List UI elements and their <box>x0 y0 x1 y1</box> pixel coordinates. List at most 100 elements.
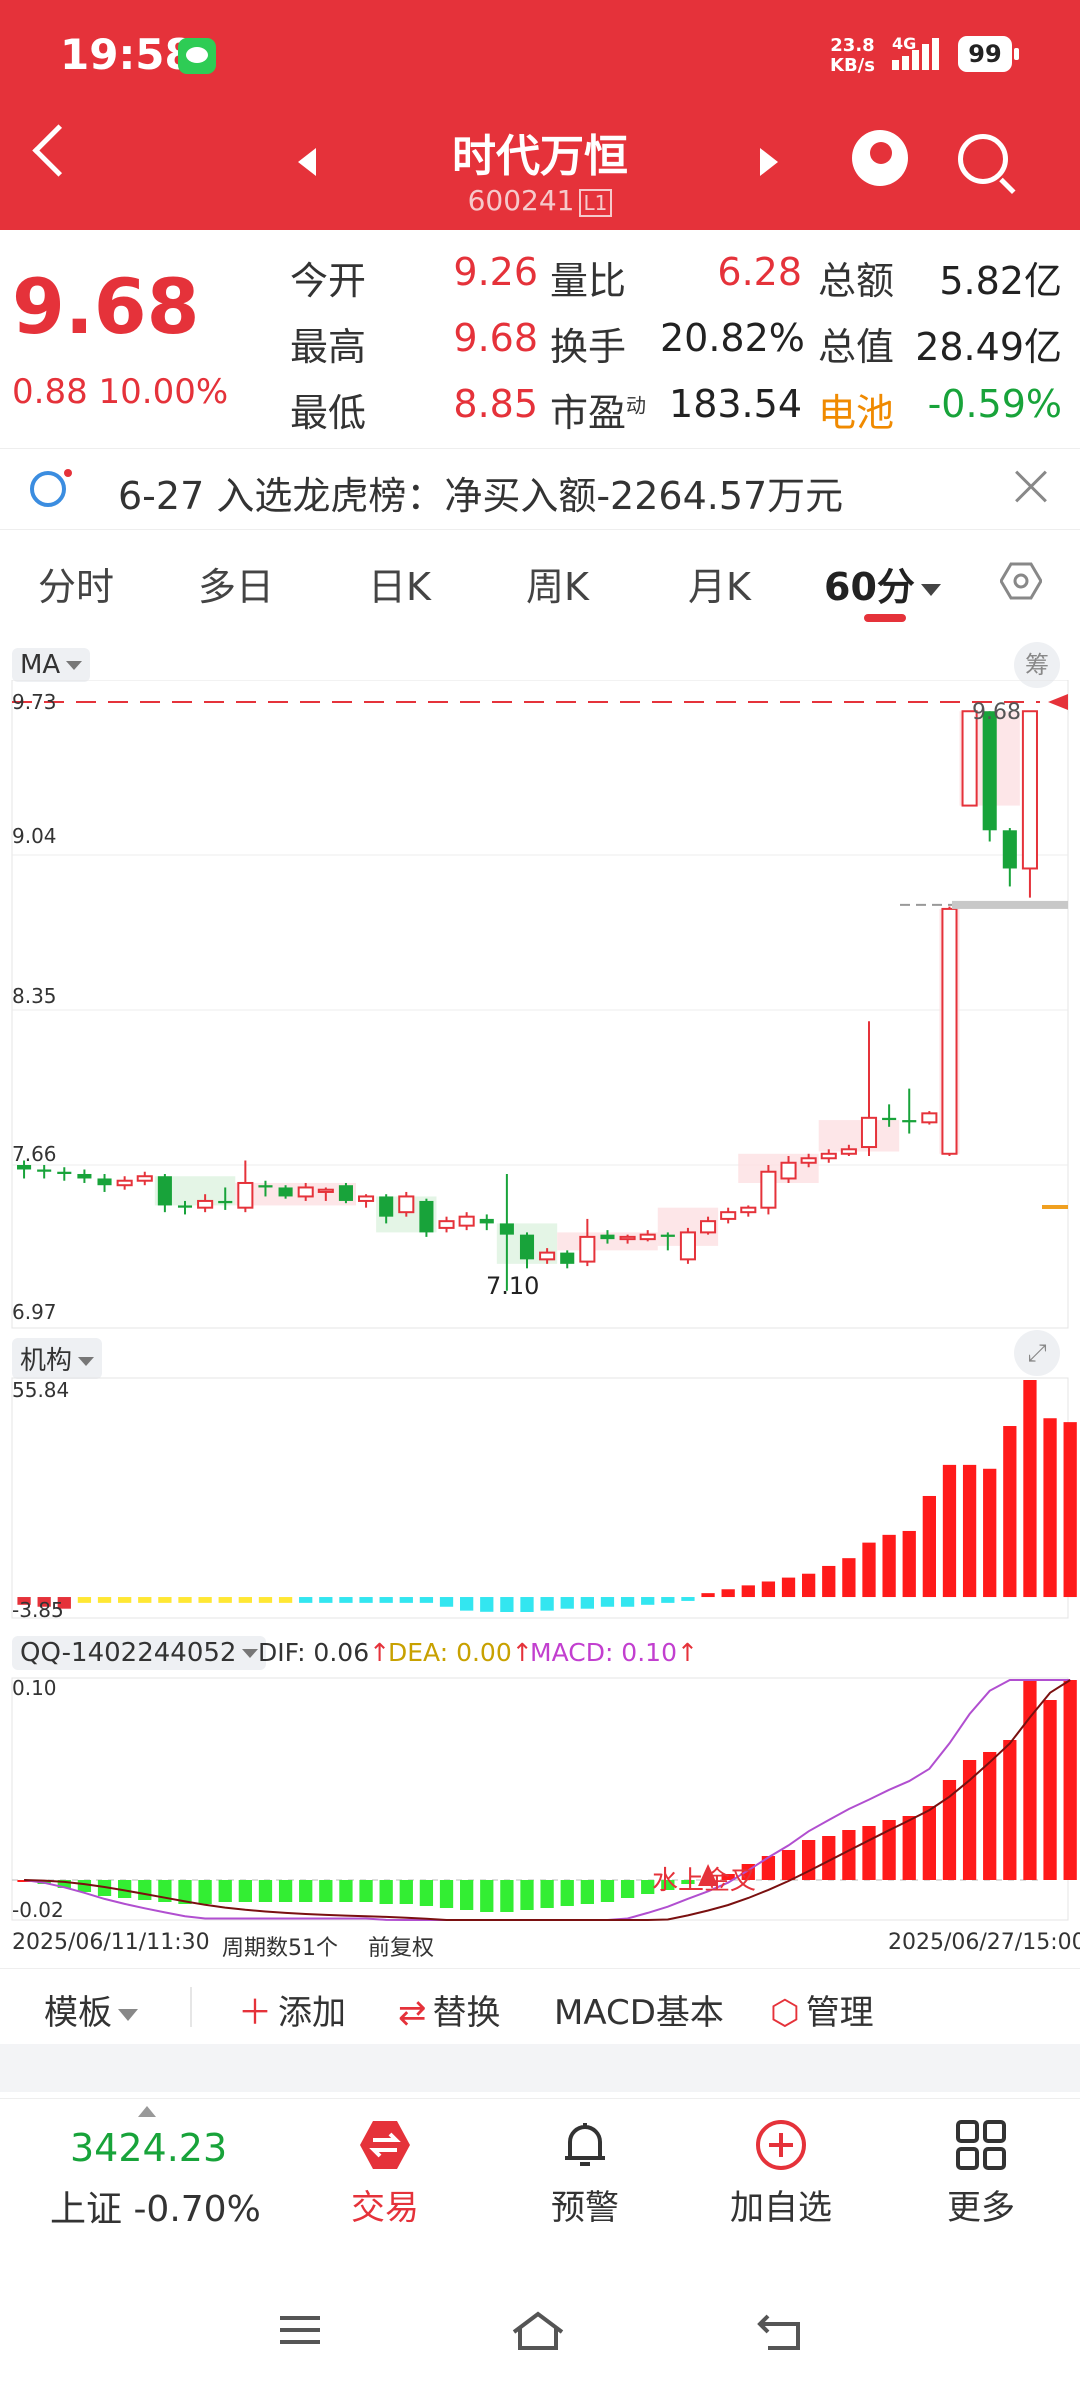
macd-basic-button[interactable]: MACD基本 <box>554 1993 724 2033</box>
template-button[interactable]: 模板 <box>44 1985 138 2034</box>
tab-weekly-k[interactable]: 周K <box>526 565 589 609</box>
high-price-label: 9.68 <box>972 700 1021 725</box>
macd-legend: MACD: 0.10↑ <box>530 1638 698 1667</box>
macd-bar <box>781 1850 796 1880</box>
tab-monthly-k[interactable]: 月K <box>688 565 751 609</box>
expand-icon[interactable]: ⤢ <box>1014 1330 1060 1376</box>
candle-body <box>1021 710 1038 870</box>
current-price: 9.68 <box>12 262 200 351</box>
jigou-bar <box>57 1597 71 1609</box>
prev-stock-icon[interactable] <box>298 148 316 176</box>
candle-body <box>77 1173 92 1179</box>
candle-body <box>479 1218 494 1224</box>
nav-alert[interactable]: 预警 <box>551 2188 619 2228</box>
back-icon[interactable] <box>754 2310 806 2354</box>
next-stock-icon[interactable] <box>760 148 778 176</box>
candle-body <box>398 1195 415 1214</box>
tab-intraday[interactable]: 分时 <box>38 565 115 609</box>
replace-indicator-button[interactable]: ⇄ 替换 <box>398 1993 501 2033</box>
jigou-bar <box>258 1597 273 1603</box>
home-icon[interactable] <box>508 2310 568 2354</box>
jigou-bar <box>77 1597 92 1603</box>
macd-y-min: -0.02 <box>12 1898 64 1922</box>
jigou-bar <box>178 1597 192 1603</box>
low-price-label: 7.10 <box>486 1272 540 1300</box>
add-indicator-button[interactable]: ＋添加 <box>238 1993 346 2033</box>
candle-body <box>780 1161 797 1180</box>
side-marker <box>1042 1205 1068 1209</box>
candle-body <box>800 1157 817 1164</box>
candle-body <box>157 1176 172 1206</box>
nav-trade[interactable]: 交易 <box>351 2188 419 2228</box>
macd-bar <box>620 1880 635 1898</box>
bell-icon[interactable] <box>558 2118 612 2172</box>
jigou-bar <box>339 1597 353 1603</box>
jigou-bar <box>862 1542 876 1598</box>
jigou-bar <box>158 1597 172 1603</box>
tab-daily-k[interactable]: 日K <box>368 565 431 609</box>
support-bar <box>952 900 1068 909</box>
nav-add-watchlist[interactable]: 加自选 <box>730 2188 832 2228</box>
value-open: 9.26 <box>453 250 538 294</box>
macd-bar <box>641 1880 655 1894</box>
stock-name: 时代万恒 <box>452 131 628 182</box>
settings-hexagon-icon[interactable] <box>1000 560 1042 602</box>
index-value[interactable]: 3424.23 <box>70 2126 228 2170</box>
news-bar[interactable]: 6-27 入选龙虎榜：净买入额-2264.57万元 <box>0 448 1080 530</box>
label-market-cap: 总值 <box>818 325 895 369</box>
manage-button[interactable]: ⬡ 管理 <box>770 1993 874 2033</box>
back-arrow-icon[interactable] <box>32 124 85 177</box>
candle-body <box>720 1211 737 1220</box>
close-icon[interactable] <box>1010 467 1050 507</box>
period-count: 周期数51个 <box>222 1936 338 1961</box>
tab-multi-day[interactable]: 多日 <box>198 565 275 609</box>
active-tab-indicator <box>864 614 906 622</box>
search-icon[interactable] <box>958 134 1008 184</box>
jigou-bar <box>822 1565 836 1598</box>
candle-body <box>438 1220 455 1229</box>
jigou-bar <box>138 1597 152 1603</box>
candle-body <box>297 1186 314 1198</box>
chart-border <box>11 680 1069 1329</box>
macd-bar <box>661 1880 675 1890</box>
jigou-bar <box>962 1464 977 1598</box>
candle-body <box>760 1170 777 1209</box>
candle-body <box>116 1179 133 1187</box>
replace-icon: ⇄ <box>398 1993 427 2033</box>
candle-body <box>679 1231 696 1261</box>
macd-bar <box>480 1880 494 1912</box>
jigou-bar <box>399 1597 413 1603</box>
news-text[interactable]: 6-27 入选龙虎榜：净买入额-2264.57万元 <box>118 474 844 518</box>
label-pe: 市盈动 <box>550 391 647 435</box>
candle-body <box>258 1185 273 1188</box>
macd-bar <box>922 1806 936 1880</box>
candle-body <box>177 1205 193 1208</box>
indicator-selector[interactable]: MA <box>12 648 91 682</box>
menu-icon[interactable] <box>276 2310 324 2350</box>
network-type: 4G <box>892 34 917 53</box>
mascot-icon[interactable] <box>852 130 908 186</box>
label-high: 最高 <box>290 325 367 369</box>
add-circle-icon[interactable] <box>754 2118 808 2172</box>
y-label-2: 9.04 <box>12 824 57 848</box>
grid-icon[interactable] <box>954 2118 1008 2172</box>
candle-body <box>639 1233 656 1241</box>
tab-60min[interactable]: 60分 <box>824 556 941 611</box>
cross-annotation: 水上金叉 <box>652 1866 757 1896</box>
candlestick-chart[interactable] <box>0 680 1080 1330</box>
macd-formula-selector[interactable]: QQ-1402244052 <box>12 1636 267 1670</box>
jigou-selector[interactable]: 机构 <box>12 1338 103 1379</box>
nav-more[interactable]: 更多 <box>947 2188 1015 2228</box>
jigou-y-min: -3.85 <box>12 1598 64 1622</box>
expand-up-icon[interactable] <box>138 2106 156 2117</box>
index-label[interactable]: 上证 -0.70% <box>50 2189 261 2230</box>
top-header: 19:58 23.8 KB/s 4G 99 时代万恒 600241 L1 <box>0 0 1080 230</box>
label-sector[interactable]: 电池 <box>818 391 895 435</box>
dif-legend: DIF: 0.06↑ <box>258 1638 391 1667</box>
jigou-bar <box>661 1597 675 1603</box>
candle-body <box>519 1234 535 1260</box>
jigou-bar <box>641 1597 655 1605</box>
trade-icon[interactable] <box>358 2118 412 2172</box>
jigou-bar <box>500 1597 514 1612</box>
jigou-bar <box>983 1468 997 1598</box>
